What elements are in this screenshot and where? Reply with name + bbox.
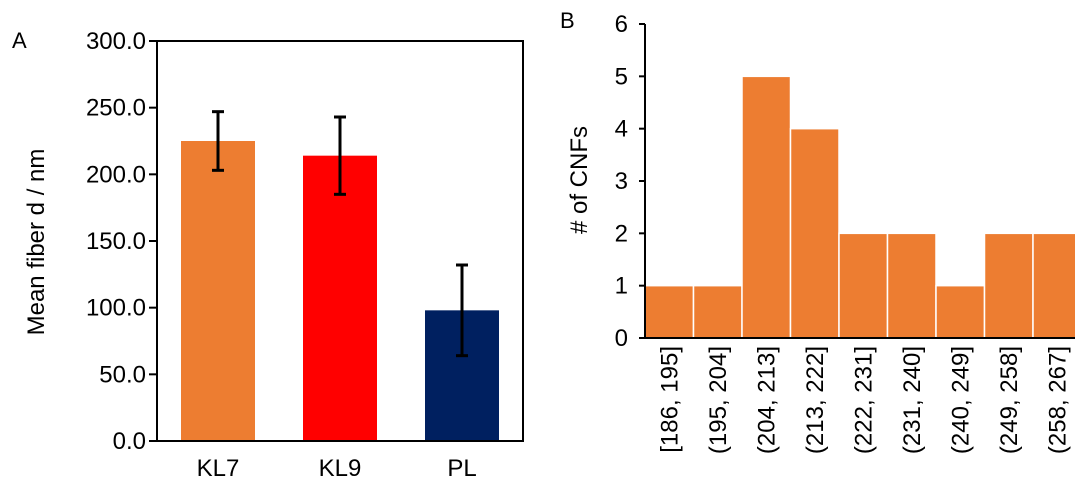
x-tick-label: [186, 195]	[656, 346, 683, 453]
x-tick-label: (213, 222]	[802, 346, 829, 454]
y-tick-label: 6	[615, 11, 628, 38]
x-tick-label: (231, 240]	[899, 346, 926, 454]
panel-b-y-ticks: 0 1 2 3 4 5 6	[615, 11, 645, 352]
histogram-bar	[644, 284, 695, 339]
y-tick-label: 1	[615, 273, 628, 300]
histogram-bar	[886, 232, 937, 339]
panel-a-error-bars	[212, 110, 468, 358]
histogram-bar	[1032, 232, 1075, 339]
panel-b: B # of CNFs 0 1 2 3 4 5 6 [186, 195] (195, 204]…	[560, 8, 1075, 454]
y-tick-label: 0.0	[113, 428, 146, 455]
bar-kl7	[181, 141, 255, 441]
y-tick-label: 5	[615, 63, 628, 90]
x-tick-label: KL9	[319, 455, 362, 482]
panel-a-bars	[181, 141, 499, 441]
y-tick-label: 100.0	[86, 295, 146, 322]
y-tick-label: 50.0	[99, 361, 146, 388]
panel-a-label: A	[12, 28, 27, 53]
y-tick-label: 4	[615, 116, 628, 143]
y-tick-label: 0	[615, 325, 628, 352]
panel-a: A Mean fiber d / nm 0.0 50.0 100.0 150.0 200…	[12, 28, 524, 482]
y-tick-label: 300.0	[86, 28, 146, 55]
x-tick-label: (195, 204]	[705, 346, 732, 454]
bar-kl9	[303, 155, 377, 441]
x-tick-label: (240, 249]	[947, 346, 974, 454]
x-tick-label: (204, 213]	[753, 346, 780, 454]
x-tick-label: (222, 231]	[850, 346, 877, 454]
x-tick-label: KL7	[197, 455, 240, 482]
panel-a-x-ticks: KL7 KL9 PL	[197, 455, 477, 482]
error-bar-pl	[456, 263, 468, 358]
error-bar-kl9	[334, 115, 346, 196]
histogram-bar	[983, 232, 1034, 339]
x-tick-label: (258, 267]	[1044, 346, 1071, 454]
histogram-bar	[692, 284, 743, 339]
histogram-bar	[741, 75, 792, 339]
histogram-bar	[789, 127, 840, 339]
y-tick-label: 3	[615, 168, 628, 195]
panel-a-y-axis-title: Mean fiber d / nm	[23, 149, 50, 336]
panel-b-bars	[644, 75, 1075, 339]
panel-b-x-ticks: [186, 195] (195, 204] (204, 213] (213, 222]…	[656, 346, 1071, 454]
panel-a-y-ticks: 0.0 50.0 100.0 150.0 200.0 250.0 300.0	[86, 28, 157, 455]
y-tick-label: 150.0	[86, 228, 146, 255]
histogram-bar	[838, 232, 889, 339]
panel-b-y-axis-title: # of CNFs	[566, 126, 593, 234]
y-tick-label: 2	[615, 220, 628, 247]
x-tick-label: (249, 258]	[996, 346, 1023, 454]
panel-b-label: B	[560, 8, 575, 33]
y-tick-label: 200.0	[86, 161, 146, 188]
histogram-bar	[935, 284, 986, 339]
error-bar-kl7	[212, 110, 224, 172]
x-tick-label: PL	[447, 455, 476, 482]
y-tick-label: 250.0	[86, 95, 146, 122]
